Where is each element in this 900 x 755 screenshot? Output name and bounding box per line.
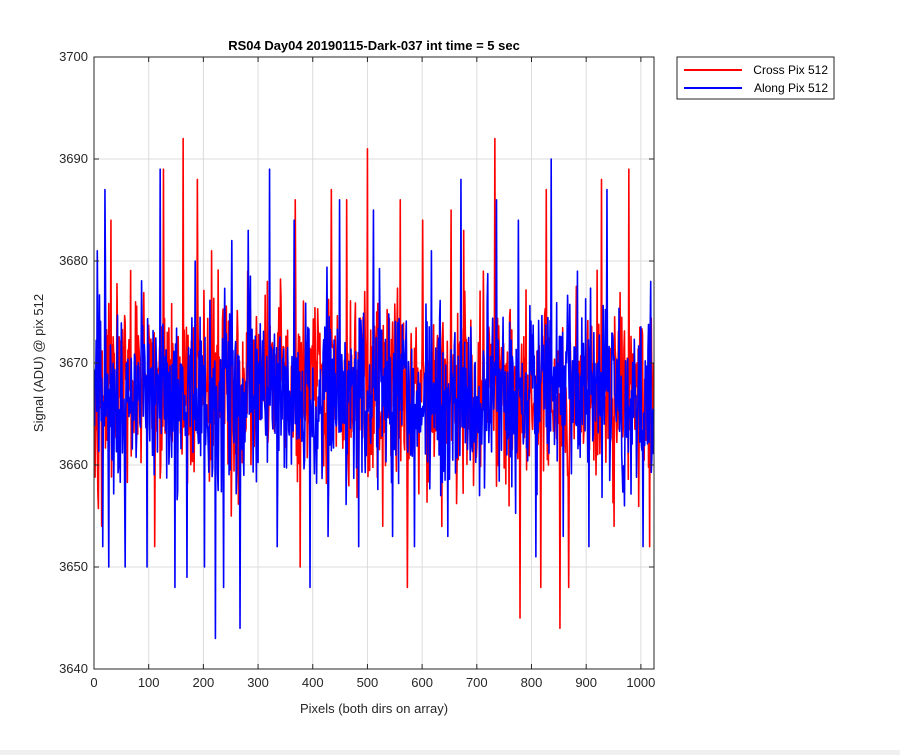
- y-tick-label: 3680: [59, 253, 88, 268]
- legend-label-cross: Cross Pix 512: [753, 63, 828, 77]
- x-tick-label: 1000: [626, 675, 655, 690]
- x-tick-label: 600: [411, 675, 433, 690]
- x-tick-label: 500: [357, 675, 379, 690]
- legend-box: [676, 56, 835, 100]
- x-tick-label: 0: [90, 675, 97, 690]
- x-tick-label: 700: [466, 675, 488, 690]
- y-tick-label: 3690: [59, 151, 88, 166]
- series-line-along-pix-512: [94, 158, 654, 640]
- legend[interactable]: Cross Pix 512 Along Pix 512: [676, 56, 835, 100]
- x-axis-label: Pixels (both dirs on array): [300, 701, 448, 716]
- y-tick-label: 3640: [59, 661, 88, 676]
- legend-label-along: Along Pix 512: [754, 81, 828, 95]
- y-tick-label: 3660: [59, 457, 88, 472]
- x-tick-label: 800: [521, 675, 543, 690]
- x-tick-label: 400: [302, 675, 324, 690]
- x-tick-label: 200: [193, 675, 215, 690]
- y-tick-label: 3700: [59, 49, 88, 64]
- x-tick-label: 900: [575, 675, 597, 690]
- y-tick-label: 3670: [59, 355, 88, 370]
- y-axis-label: Signal (ADU) @ pix 512: [31, 294, 46, 432]
- y-tick-label: 3650: [59, 559, 88, 574]
- chart-title: RS04 Day04 20190115-Dark-037 int time = …: [228, 38, 520, 53]
- x-tick-label: 300: [247, 675, 269, 690]
- series-layer: [94, 137, 654, 640]
- axis-ticks: 0 100 200 300 400 500 600 700 800 900 1000 3640 3650…: [59, 49, 655, 690]
- x-tick-label: 100: [138, 675, 160, 690]
